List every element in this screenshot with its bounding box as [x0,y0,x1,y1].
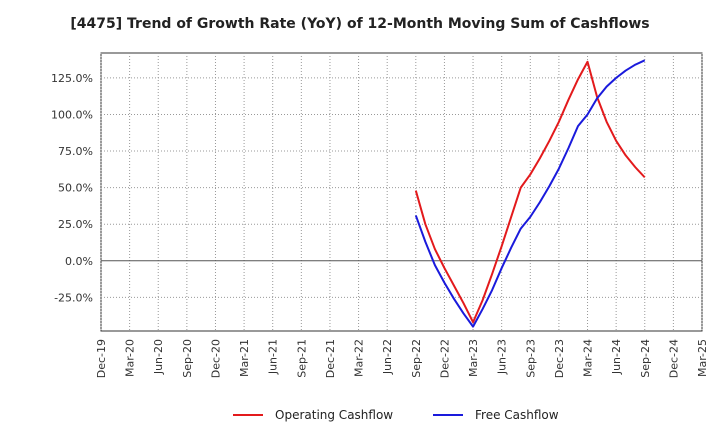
y-tick-label: 125.0% [51,72,93,85]
x-tick-label: Sep-24 [639,339,652,378]
series-layer [414,59,646,328]
x-tick-label: Sep-22 [410,339,423,378]
series-line-free-cashflow [414,59,646,328]
x-tick-label: Jun-21 [267,339,280,375]
y-tick-label: 100.0% [51,108,93,121]
x-tick-label: Mar-25 [696,339,709,377]
x-tick-label: Sep-20 [181,339,194,378]
x-tick-label: Dec-22 [438,339,451,378]
y-tick-label: 50.0% [58,182,93,195]
x-tick-label: Sep-23 [524,339,537,378]
x-tick-label: Dec-20 [209,339,222,378]
x-tick-label: Jun-20 [152,339,165,375]
y-tick-label: -25.0% [54,291,93,304]
plot-area [100,52,703,332]
y-tick-label: 25.0% [58,218,93,231]
y-axis-ticks: 125.0% 100.0% 75.0% 50.0% 25.0% 0.0% -25.0% [51,72,93,304]
x-tick-label: Mar-20 [124,339,137,377]
legend: Operating Cashflow Free Cashflow [233,408,559,422]
chart-title: [4475] Trend of Growth Rate (YoY) of 12-… [70,16,649,32]
x-tick-label: Dec-19 [95,339,108,378]
x-tick-label: Mar-24 [582,339,595,377]
legend-label-operating-cashflow: Operating Cashflow [275,408,393,422]
grid-lines [100,53,703,331]
x-tick-label: Sep-21 [295,339,308,378]
x-tick-label: Dec-21 [324,339,337,378]
x-tick-label: Jun-24 [610,339,623,375]
x-tick-label: Dec-24 [667,339,680,378]
plot-frame [100,52,703,332]
y-tick-label: 0.0% [65,255,93,268]
x-tick-label: Mar-22 [353,339,366,377]
x-axis-ticks: Dec-19 Mar-20 Jun-20 Sep-20 Dec-20 Mar-21 Jun-… [95,339,709,378]
legend-label-free-cashflow: Free Cashflow [475,408,559,422]
x-tick-label: Dec-23 [553,339,566,378]
x-tick-label: Mar-21 [238,339,251,377]
x-tick-label: Jun-23 [496,339,509,375]
x-tick-label: Mar-23 [467,339,480,377]
series-line-operating-cashflow [414,60,646,324]
x-tick-label: Jun-22 [381,339,394,375]
y-tick-label: 75.0% [58,145,93,158]
